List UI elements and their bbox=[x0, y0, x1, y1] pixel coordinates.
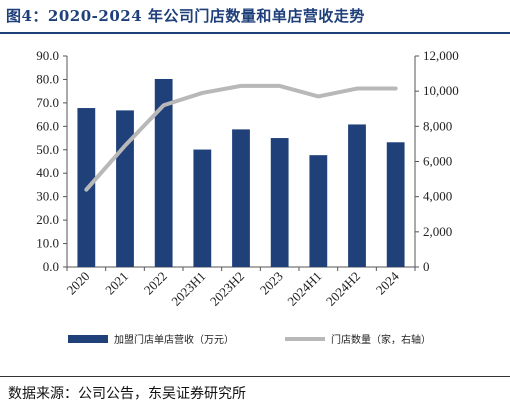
left-tick-label: 90.0 bbox=[36, 48, 59, 63]
x-tick-label: 2024H2 bbox=[323, 269, 363, 309]
right-tick-label: 12,000 bbox=[423, 48, 459, 63]
chart-title: 图4：2020-2024 年公司门店数量和单店营收走势 bbox=[6, 7, 365, 25]
legend-label-line: 门店数量（家，右轴） bbox=[331, 333, 431, 346]
x-tick-label: 2020 bbox=[63, 269, 92, 298]
left-tick-label: 30.0 bbox=[36, 189, 59, 204]
right-tick-label: 2,000 bbox=[423, 224, 452, 239]
right-tick-label: 10,000 bbox=[423, 83, 459, 98]
x-tick-label: 2024H1 bbox=[284, 269, 324, 309]
legend-label-bar: 加盟门店单店营收（万元） bbox=[114, 333, 234, 346]
x-tick-label: 2023 bbox=[257, 269, 286, 298]
line-store-count bbox=[84, 83, 398, 192]
bar-store-revenue bbox=[386, 142, 405, 267]
legend-swatch-bar bbox=[68, 335, 108, 343]
source-note: 数据来源：公司公告，东吴证券研究所 bbox=[8, 386, 246, 402]
bar-store-revenue bbox=[270, 138, 289, 267]
right-tick-label: 0 bbox=[423, 259, 430, 274]
right-tick-label: 6,000 bbox=[423, 154, 452, 169]
left-tick-label: 40.0 bbox=[36, 165, 59, 180]
bar-store-revenue bbox=[154, 78, 173, 267]
bar-store-revenue bbox=[193, 149, 212, 267]
left-tick-label: 0.0 bbox=[43, 259, 59, 274]
bar-store-revenue bbox=[116, 110, 134, 267]
left-tick-label: 50.0 bbox=[36, 142, 59, 157]
left-tick-label: 80.0 bbox=[36, 71, 59, 86]
bar-store-revenue bbox=[348, 124, 366, 267]
left-tick-label: 10.0 bbox=[36, 236, 59, 251]
left-tick-label: 20.0 bbox=[36, 212, 59, 227]
x-tick-label: 2021 bbox=[102, 269, 131, 298]
left-tick-label: 60.0 bbox=[36, 118, 59, 133]
right-tick-label: 4,000 bbox=[423, 189, 452, 204]
left-tick-label: 70.0 bbox=[36, 95, 59, 110]
x-tick-label: 2023H2 bbox=[207, 269, 247, 309]
bar-store-revenue bbox=[309, 155, 328, 267]
x-tick-label: 2024 bbox=[373, 268, 402, 297]
x-tick-label: 2022 bbox=[141, 269, 170, 298]
title-divider bbox=[0, 32, 510, 34]
x-tick-label: 2023H1 bbox=[168, 269, 208, 309]
bar-store-revenue bbox=[232, 129, 250, 267]
source-divider bbox=[0, 376, 510, 377]
right-tick-label: 8,000 bbox=[423, 118, 452, 133]
